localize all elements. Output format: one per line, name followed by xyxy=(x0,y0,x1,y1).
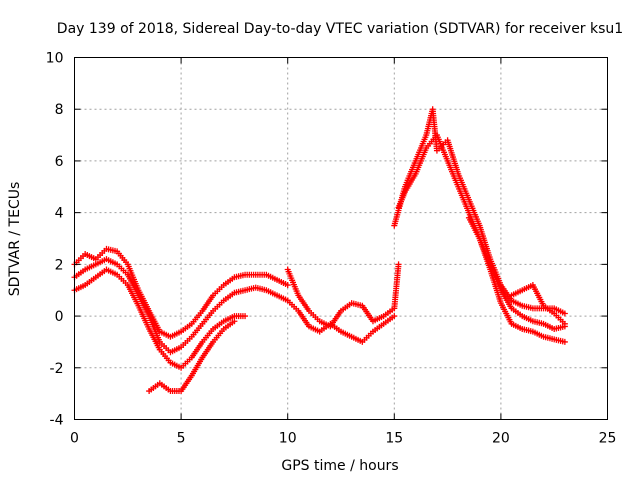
data-point xyxy=(561,320,568,327)
y-tick-label: 2 xyxy=(55,257,64,273)
y-tick-label: 6 xyxy=(55,154,64,170)
y-tick-label: 0 xyxy=(55,309,64,325)
x-tick-label: 25 xyxy=(599,431,617,447)
data-point xyxy=(231,318,238,325)
data-points xyxy=(71,106,568,395)
data-point xyxy=(284,282,291,289)
x-tick-label: 5 xyxy=(177,431,186,447)
chart-title: Day 139 of 2018, Sidereal Day-to-day VTE… xyxy=(57,21,623,37)
y-tick-label: 10 xyxy=(46,51,64,67)
y-tick-label: 4 xyxy=(55,206,64,222)
axis-ticks: 0 5 10 15 20 25 -4 -2 0 2 4 6 8 10 xyxy=(46,51,617,447)
data-point xyxy=(395,261,402,268)
x-tick-label: 20 xyxy=(492,431,510,447)
y-tick-label: -2 xyxy=(50,361,64,377)
data-point xyxy=(391,313,398,320)
y-tick-label: -4 xyxy=(50,413,64,429)
plot-frame xyxy=(74,57,608,420)
data-point xyxy=(242,313,249,320)
x-axis-label: GPS time / hours xyxy=(281,458,398,474)
x-tick-label: 15 xyxy=(385,431,403,447)
y-tick-label: 8 xyxy=(55,102,64,118)
grid xyxy=(74,57,608,420)
x-tick-label: 10 xyxy=(279,431,297,447)
data-point xyxy=(561,338,568,345)
y-axis-label: SDTVAR / TECUs xyxy=(7,182,23,297)
x-tick-label: 0 xyxy=(70,431,79,447)
data-point xyxy=(561,310,568,317)
